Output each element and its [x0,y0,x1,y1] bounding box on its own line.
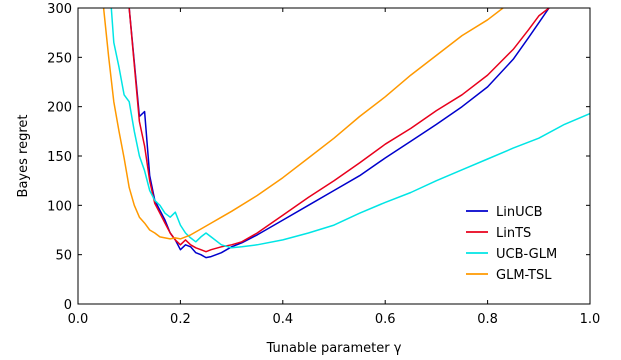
ucb-glm-line [110,8,590,249]
glm-tsl-line [102,8,504,240]
x-tick-label: 1.0 [580,312,601,327]
y-tick-label: 0 [64,298,72,313]
x-tick-label: 0.8 [477,312,498,327]
lints-line [128,8,550,253]
legend: LinUCB LinTS UCB-GLM GLM-TSL [466,205,557,283]
x-axis-label: Tunable parameter γ [266,341,402,356]
y-tick-label: 300 [47,2,72,17]
y-tick-label: 150 [47,150,72,165]
legend-label: LinUCB [496,205,543,220]
y-tick-label: 200 [47,101,72,116]
legend-label: LinTS [496,226,531,241]
legend-label: GLM-TSL [496,268,552,283]
y-tick-label: 50 [55,249,72,264]
y-axis-label: Bayes regret [16,115,31,198]
x-tick-label: 0.0 [68,312,89,327]
x-axis: 0.0 0.2 0.4 0.6 0.8 1.0 [68,8,601,327]
y-tick-label: 100 [47,199,72,214]
x-tick-label: 0.2 [170,312,191,327]
plot-area [102,8,590,259]
y-tick-label: 250 [47,51,72,66]
linucb-line [128,8,550,259]
x-tick-label: 0.6 [375,312,396,327]
y-axis: 0 50 100 150 200 250 300 [47,2,590,313]
legend-label: UCB-GLM [496,247,557,262]
x-tick-label: 0.4 [272,312,293,327]
